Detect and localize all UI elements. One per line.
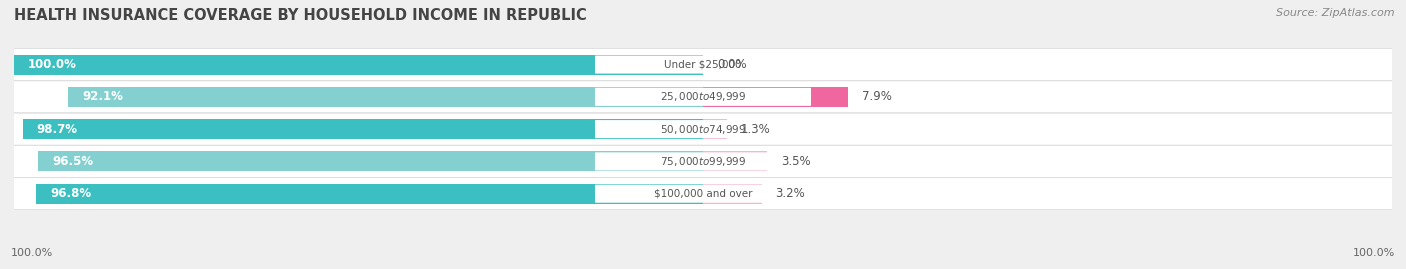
Text: 100.0%: 100.0% [28, 58, 77, 71]
Bar [37, 184, 703, 204]
Text: 7.9%: 7.9% [862, 90, 891, 103]
Text: 92.1%: 92.1% [83, 90, 124, 103]
FancyBboxPatch shape [595, 88, 811, 106]
FancyBboxPatch shape [0, 146, 1406, 177]
Bar [38, 151, 703, 171]
Bar [703, 119, 727, 139]
FancyBboxPatch shape [0, 49, 1406, 80]
Text: 0.0%: 0.0% [717, 58, 747, 71]
Text: 3.5%: 3.5% [782, 155, 811, 168]
Bar [69, 87, 703, 107]
Text: 1.3%: 1.3% [741, 123, 770, 136]
FancyBboxPatch shape [0, 81, 1406, 113]
Text: $75,000 to $99,999: $75,000 to $99,999 [659, 155, 747, 168]
Text: 100.0%: 100.0% [1353, 248, 1395, 258]
FancyBboxPatch shape [595, 55, 811, 74]
Bar [22, 119, 703, 139]
Bar [703, 184, 762, 204]
Text: $50,000 to $74,999: $50,000 to $74,999 [659, 123, 747, 136]
Text: 100.0%: 100.0% [11, 248, 53, 258]
Text: HEALTH INSURANCE COVERAGE BY HOUSEHOLD INCOME IN REPUBLIC: HEALTH INSURANCE COVERAGE BY HOUSEHOLD I… [14, 8, 586, 23]
Bar [703, 87, 848, 107]
FancyBboxPatch shape [595, 152, 811, 171]
Bar [14, 55, 703, 75]
FancyBboxPatch shape [595, 185, 811, 203]
FancyBboxPatch shape [595, 120, 811, 138]
FancyBboxPatch shape [0, 113, 1406, 145]
Text: 96.5%: 96.5% [52, 155, 93, 168]
Text: Under $25,000: Under $25,000 [664, 59, 742, 70]
Text: $25,000 to $49,999: $25,000 to $49,999 [659, 90, 747, 103]
Text: $100,000 and over: $100,000 and over [654, 189, 752, 199]
FancyBboxPatch shape [0, 178, 1406, 210]
Text: 96.8%: 96.8% [49, 187, 91, 200]
Bar [703, 151, 768, 171]
Text: 98.7%: 98.7% [37, 123, 77, 136]
Text: 3.2%: 3.2% [776, 187, 806, 200]
Text: Source: ZipAtlas.com: Source: ZipAtlas.com [1277, 8, 1395, 18]
